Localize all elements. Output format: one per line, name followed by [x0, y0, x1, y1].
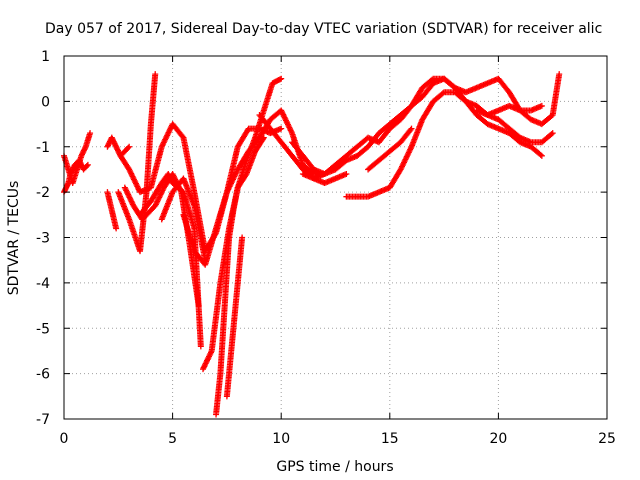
data-point: [556, 71, 563, 78]
series-track-10: [158, 175, 209, 264]
series-track-18: [299, 170, 350, 187]
data-point: [538, 152, 545, 159]
series-track-3: [67, 157, 91, 177]
y-tick-label: 1: [41, 49, 50, 65]
data-point: [408, 125, 415, 132]
data-point: [239, 234, 246, 241]
y-tick-label: -4: [36, 276, 50, 292]
y-tick-label: -6: [36, 367, 50, 383]
data-point: [179, 133, 186, 140]
series-track-17: [343, 89, 556, 200]
data-point: [538, 102, 545, 109]
data-point: [278, 75, 285, 82]
data-point: [260, 135, 267, 142]
chart-title: Day 057 of 2017, Sidereal Day-to-day VTE…: [45, 21, 602, 37]
data-point: [439, 90, 446, 97]
x-axis-title: GPS time / hours: [276, 459, 393, 475]
data-point: [152, 71, 159, 78]
data-point: [125, 144, 132, 151]
data-point: [242, 172, 249, 179]
data-point: [87, 130, 94, 137]
data-point: [407, 126, 414, 133]
y-tick-label: -3: [36, 231, 50, 247]
data-point: [113, 225, 120, 232]
data-point: [537, 151, 544, 158]
data-point: [548, 131, 555, 138]
y-tick-label: -2: [36, 185, 50, 201]
y-tick-label: -7: [36, 412, 50, 428]
y-axis-title: SDTVAR / TECUs: [6, 181, 22, 296]
data-point: [278, 125, 285, 132]
data-point: [343, 170, 350, 177]
data-point: [126, 143, 133, 150]
series-track-13: [213, 134, 267, 418]
x-tick-label: 15: [381, 431, 399, 447]
series-track-19: [365, 125, 415, 173]
series-track-5: [104, 134, 133, 159]
y-tick-label: -5: [36, 321, 50, 337]
data-point: [197, 343, 204, 350]
y-tick-label: -1: [36, 140, 50, 156]
data-point: [549, 130, 556, 137]
series-track-4: [104, 189, 120, 232]
x-tick-label: 20: [489, 431, 507, 447]
series-track-20: [473, 102, 545, 118]
data-point: [83, 163, 90, 170]
data-point: [84, 161, 91, 168]
x-tick-label: 0: [60, 431, 69, 447]
x-tick-label: 10: [272, 431, 290, 447]
x-tick-label: 25: [598, 431, 616, 447]
series-track-14: [223, 234, 246, 400]
data-point: [260, 134, 267, 141]
x-tick-label: 5: [168, 431, 177, 447]
data-points: [61, 71, 563, 418]
y-tick-label: 0: [41, 94, 50, 110]
